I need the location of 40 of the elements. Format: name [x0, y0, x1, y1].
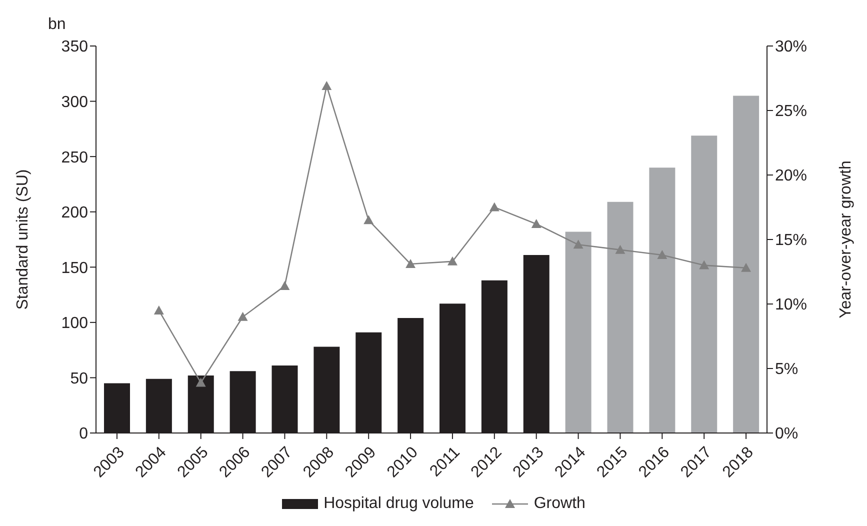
y-tick-label: 250: [61, 149, 88, 166]
point: [322, 80, 332, 90]
point: [406, 259, 416, 268]
y-tick-label: 200: [61, 204, 88, 222]
y2-tick-label: 15%: [775, 232, 808, 250]
point: [531, 219, 542, 228]
point: [280, 280, 290, 290]
point: [657, 250, 668, 259]
point: [364, 215, 374, 224]
point: [196, 378, 206, 387]
y-axis-title: Standard units (SU): [14, 169, 32, 310]
point: [238, 312, 248, 321]
y-tick-label: 150: [61, 260, 88, 277]
legend-label: Growth: [534, 495, 586, 513]
point: [489, 202, 500, 212]
point: [615, 244, 626, 254]
y-tick-label: 50: [70, 370, 88, 388]
bar: [691, 136, 718, 433]
y2-tick-label: 5%: [775, 361, 798, 378]
y-tick-label: 100: [61, 315, 88, 332]
point: [154, 305, 164, 314]
bar: [607, 202, 634, 433]
bar: [733, 96, 760, 433]
y2-tick-label: 10%: [775, 296, 808, 314]
point: [741, 262, 752, 272]
point: [447, 256, 458, 266]
text: bn: [48, 16, 66, 34]
y-tick-label: 0: [79, 426, 88, 443]
y-tick-label: 350: [61, 38, 88, 56]
bar: [649, 168, 676, 433]
point: [699, 260, 710, 270]
y2-tick-label: 0%: [775, 426, 798, 443]
legend-label: Hospital drug volume: [324, 495, 474, 513]
y-tick-label: 300: [61, 94, 88, 111]
y2-tick-label: 25%: [775, 103, 808, 120]
y2-tick-label: 20%: [775, 168, 808, 185]
y2-tick-label: 30%: [775, 38, 808, 56]
bar: [565, 232, 592, 433]
y2-axis-title: Year-over-year growth: [838, 160, 855, 318]
point: [573, 240, 584, 249]
